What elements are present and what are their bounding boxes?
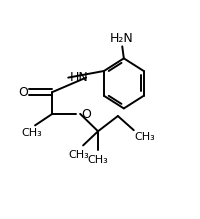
Text: HN: HN <box>70 71 89 84</box>
Text: CH₃: CH₃ <box>21 128 42 138</box>
Text: O: O <box>81 108 91 121</box>
Text: O: O <box>19 86 28 99</box>
Text: CH₃: CH₃ <box>69 150 90 160</box>
Text: H₂N: H₂N <box>110 32 134 45</box>
Text: CH₃: CH₃ <box>135 132 156 142</box>
Text: CH₃: CH₃ <box>88 155 108 165</box>
